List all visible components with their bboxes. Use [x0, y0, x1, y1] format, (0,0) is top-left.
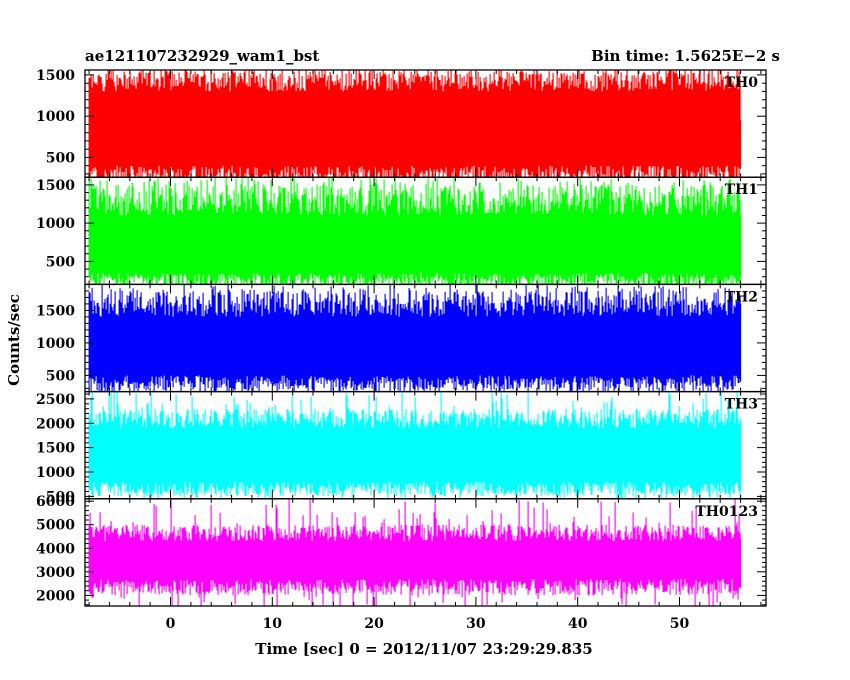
y-tick-label: 2500: [36, 392, 75, 408]
x-tick-label: 40: [568, 616, 588, 632]
series-th0123: [88, 498, 742, 606]
chart-title-right: Bin time: 1.5625E−2 s: [591, 47, 780, 65]
y-tick-label: 4000: [36, 541, 75, 557]
x-axis-tick-labels: 0 10 20 30 40 50: [166, 616, 690, 632]
y-tick-label: 500: [46, 150, 75, 166]
y-tick-label: 1500: [36, 303, 75, 319]
y-axis-label: Counts/sec: [5, 294, 23, 386]
y-tick-label: 1500: [36, 441, 75, 457]
series-th3: [88, 391, 742, 499]
panel-label-th1: TH1: [725, 182, 758, 198]
y-tick-label: 500: [46, 254, 75, 270]
y-tick-label: 1000: [36, 109, 75, 125]
y-tick-label: 3000: [36, 565, 75, 581]
y-tick-label: 500: [46, 368, 75, 384]
y-tick-label: 1000: [36, 336, 75, 352]
y-tick-label: 1500: [36, 178, 75, 194]
y-tick-label: 2000: [36, 588, 75, 604]
panel-frame: [84, 498, 767, 607]
x-tick-label: 30: [466, 616, 486, 632]
x-tick-label: 50: [670, 616, 690, 632]
chart-title-left: ae121107232929_wam1_bst: [85, 47, 319, 65]
y-tick-label: 6000: [36, 494, 75, 510]
y-tick-label: 2000: [36, 416, 75, 432]
x-axis-label: Time [sec] 0 = 2012/11/07 23:29:29.835: [255, 640, 592, 658]
series-th1: [88, 177, 742, 285]
panel-th3: 500 1000 1500 2000 2500 TH3: [36, 390, 767, 505]
panel-th2: 500 1000 1500 TH2: [36, 283, 767, 393]
y-tick-label: 1000: [36, 465, 75, 481]
panel-th1: 500 1000 1500 TH1: [36, 176, 767, 286]
x-tick-label: 0: [166, 616, 176, 632]
y-tick-label: 5000: [36, 518, 75, 534]
x-tick-label: 10: [263, 616, 283, 632]
series-th2: [88, 284, 742, 392]
panels: 500 1000 1500 TH0 500 1000 1500 TH1 500 1000 1500 T…: [36, 68, 767, 607]
y-tick-label: 1000: [36, 216, 75, 232]
series-th0: [88, 70, 742, 178]
y-tick-label: 1500: [36, 68, 75, 84]
panel-label-th0: TH0: [725, 75, 759, 91]
panel-label-th2: TH2: [725, 289, 758, 305]
panel-label-th3: TH3: [725, 397, 758, 413]
x-tick-label: 20: [364, 616, 384, 632]
panel-label-th0123: TH0123: [695, 504, 758, 520]
panel-th0123: 2000 3000 4000 5000 6000 TH0123: [36, 494, 767, 607]
y-tick-label: 500: [46, 489, 75, 505]
